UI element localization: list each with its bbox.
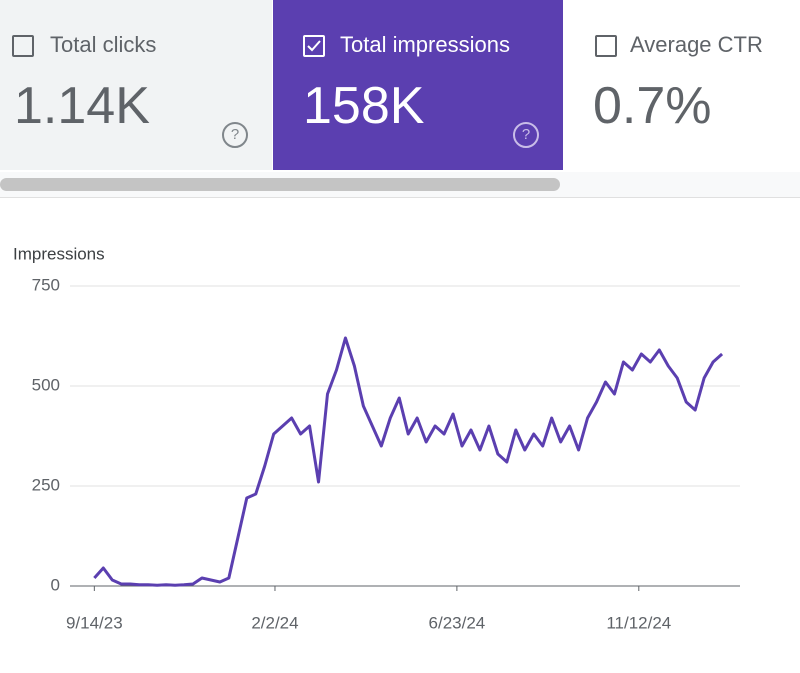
help-icon[interactable]: ? xyxy=(222,122,248,148)
y-tick-label: 750 xyxy=(32,275,60,294)
check xyxy=(307,40,321,52)
scroll-track xyxy=(0,172,800,198)
chart: Impressions 0 250 500 750 9/14/23 2/2/24 6/23/… xyxy=(13,244,740,632)
help-icon[interactable]: ? xyxy=(513,122,539,148)
y-tick-label: 0 xyxy=(51,575,60,594)
card-value: 1.14K xyxy=(14,77,150,135)
clicks-card[interactable]: Total clicks 1.14K ? xyxy=(0,0,272,170)
checkbox[interactable] xyxy=(303,35,325,57)
y-axis-label: Impressions xyxy=(13,244,105,263)
card-value: 158K xyxy=(303,77,425,135)
card-value: 0.7% xyxy=(593,77,712,135)
card-label: Total clicks xyxy=(50,32,157,57)
impressions-card[interactable]: Total impressions 158K ? xyxy=(273,0,563,170)
card-label: Average CTR xyxy=(630,32,763,57)
card-label: Total impressions xyxy=(340,32,510,57)
scrollbar[interactable] xyxy=(0,178,560,191)
x-tick-label: 11/12/24 xyxy=(606,613,671,632)
checkbox[interactable] xyxy=(595,35,617,57)
x-tick-label: 2/2/24 xyxy=(251,613,298,632)
y-tick-label: 500 xyxy=(32,375,60,394)
x-tick-label: 9/14/23 xyxy=(66,613,123,632)
y-tick-label: 250 xyxy=(32,475,60,494)
x-tick-label: 6/23/24 xyxy=(429,613,486,632)
line xyxy=(93,336,724,587)
checkbox[interactable] xyxy=(12,35,34,57)
ctr-card[interactable]: Average CTR 0.7% xyxy=(563,0,800,170)
